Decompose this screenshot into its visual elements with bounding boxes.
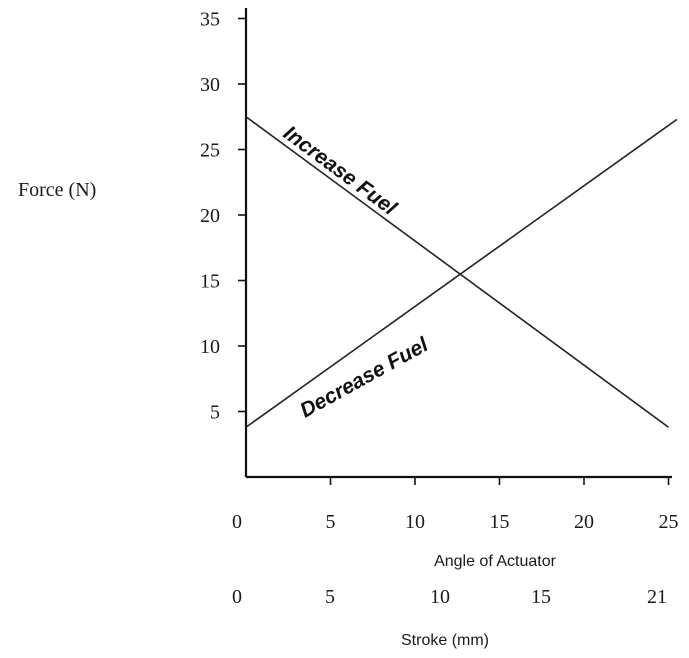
- x2-tick-label: 15: [531, 586, 551, 608]
- y-tick-label: 35: [200, 9, 220, 31]
- x2-ticks: 0 5 10 15 21: [232, 586, 667, 608]
- x-tick-label: 25: [659, 511, 679, 533]
- series-lines: [245, 116, 678, 428]
- x-tick-label: 0: [232, 511, 242, 533]
- series-label-increase-fuel: Increase Fuel: [279, 122, 402, 221]
- y-tick-label: 15: [200, 271, 220, 293]
- x-ticks: 0 5 10 15 20 25: [232, 477, 679, 533]
- y-ticks: 5 10 15 20 25 30 35: [200, 9, 246, 424]
- x2-axis-label: Stroke (mm): [401, 632, 489, 649]
- y-tick-label: 10: [200, 336, 220, 358]
- x2-tick-label: 21: [647, 586, 667, 608]
- y-axis-label: Force (N): [18, 179, 96, 201]
- series-line-decrease-fuel: [245, 118, 678, 428]
- y-tick-label: 20: [200, 205, 220, 227]
- x-axis-label: Angle of Actuator: [434, 553, 557, 570]
- x-tick-label: 15: [490, 511, 510, 533]
- x2-tick-label: 10: [430, 586, 450, 608]
- x2-tick-label: 0: [232, 586, 242, 608]
- x-tick-label: 10: [405, 511, 425, 533]
- x-tick-label: 20: [574, 511, 594, 533]
- y-tick-label: 5: [210, 402, 220, 424]
- series-line-increase-fuel: [245, 116, 669, 428]
- y-tick-label: 30: [200, 74, 220, 96]
- x-tick-label: 5: [326, 511, 336, 533]
- y-tick-label: 25: [200, 140, 220, 162]
- x2-tick-label: 5: [325, 586, 335, 608]
